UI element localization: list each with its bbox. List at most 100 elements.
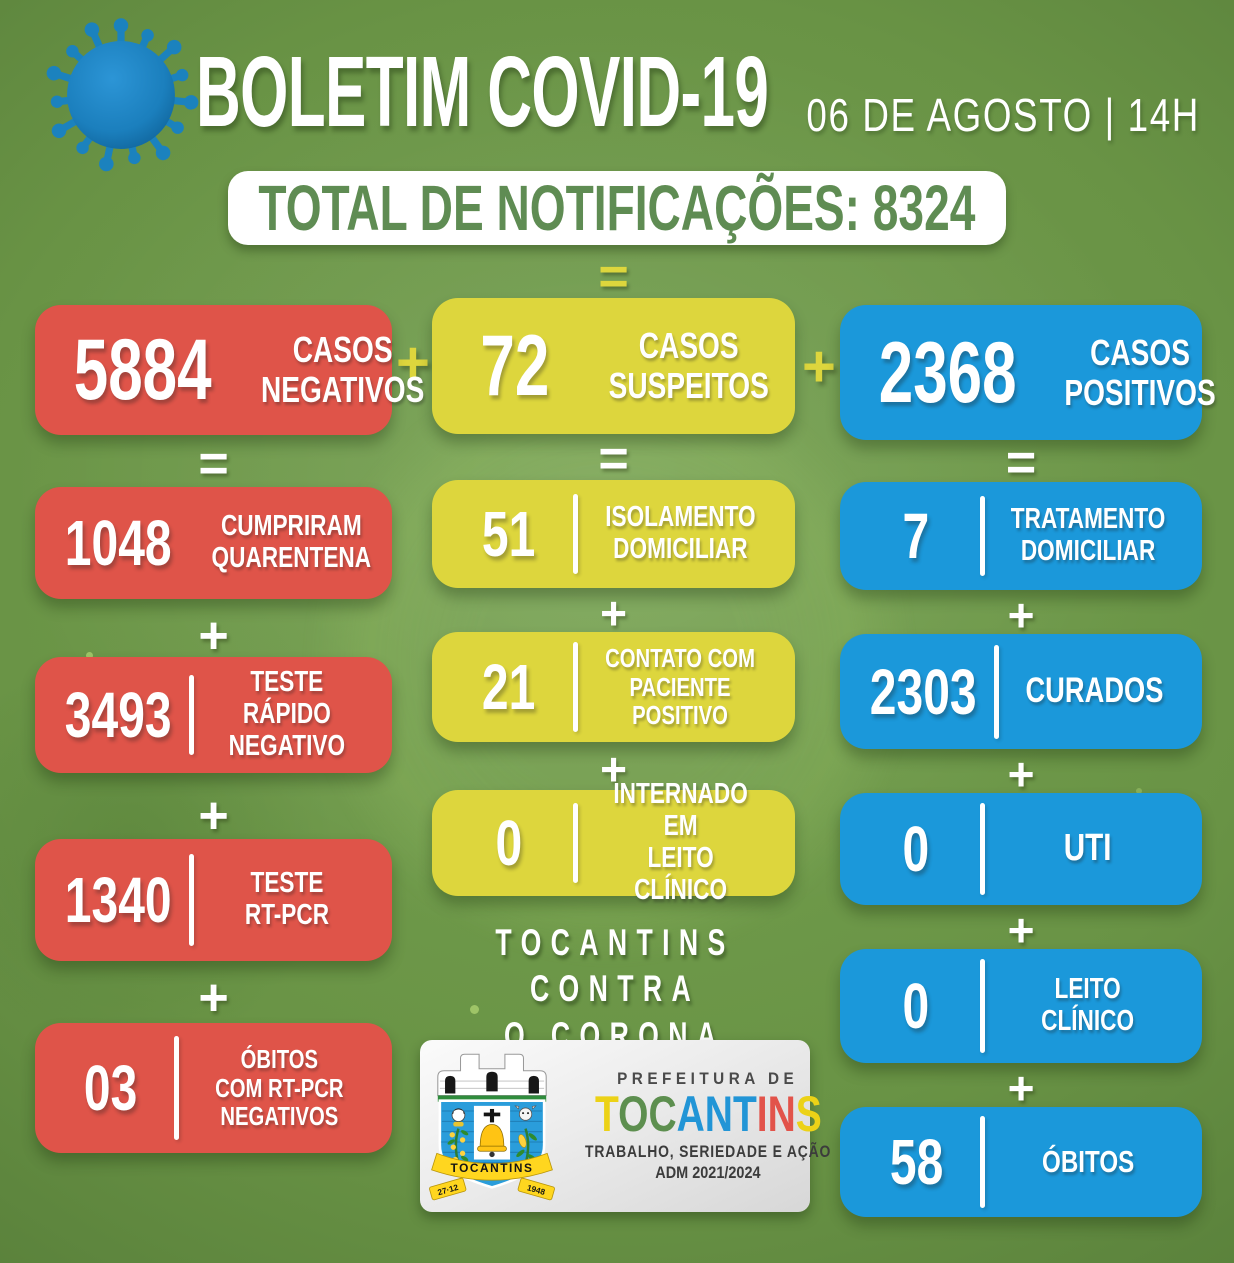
stat-box-teste-rapido-negativo: 3493 TESTE RÁPIDO NEGATIVO (35, 657, 392, 773)
total-label: TOTAL DE NOTIFICAÇÕES: (258, 172, 861, 244)
stat-value: 5884 (73, 322, 212, 418)
logo-letter: T (732, 1086, 757, 1142)
stat-box-obitos: 58 ÓBITOS (840, 1107, 1202, 1217)
logo-letter: C (648, 1086, 677, 1142)
background-dot (86, 652, 93, 659)
stat-label: UTI (1063, 827, 1112, 870)
stat-value: 21 (481, 651, 536, 723)
stat-box-internado-leito-clinico: 0 INTERNADO EM LEITO CLÍNICO (432, 778, 795, 906)
stat-box-contato-paciente-positivo: 21 CONTATO COM PACIENTE POSITIVO (432, 632, 795, 742)
logo-letter: A (676, 1086, 705, 1142)
stat-label: ISOLAMENTO DOMICILIAR (605, 501, 756, 565)
logo-text-block: PREFEITURA DE TOCANTINS TRABALHO, SERIED… (558, 1069, 868, 1183)
equals-operator: = (198, 435, 229, 493)
stat-value: 0 (495, 807, 522, 879)
stat-label: TRATAMENTO DOMICILIAR (1010, 503, 1165, 567)
stat-box-uti: 0 UTI (840, 793, 1202, 905)
stat-box-leito-clinico: 0 LEITO CLÍNICO (840, 949, 1202, 1063)
logo-pretitle: PREFEITURA DE (617, 1069, 799, 1088)
logo-letter: T (594, 1086, 618, 1142)
logo-tagline: TRABALHO, SERIEDADE E AÇÃO (585, 1142, 832, 1161)
total-value: 8324 (872, 172, 976, 244)
stat-divider (189, 675, 195, 755)
stat-box-curados: 2303 CURADOS (840, 634, 1202, 749)
stat-divider (994, 644, 1000, 739)
stat-box-tratamento-domiciliar: 7 TRATAMENTO DOMICILIAR (840, 482, 1202, 590)
stat-value: 0 (902, 970, 930, 1042)
stat-label: CURADOS (1025, 671, 1164, 711)
stat-label: CASOS NEGATIVOS (261, 329, 425, 410)
plus-operator: + (198, 607, 229, 665)
positive-cases-column: 2368 CASOS POSITIVOS = 7 TRATAMENTO DOMI… (840, 305, 1216, 1217)
stat-box-isolamento-domiciliar: 51 ISOLAMENTO DOMICILIAR (432, 480, 795, 588)
logo-adm: ADM 2021/2024 (655, 1163, 761, 1182)
stat-label: CASOS POSITIVOS (1064, 331, 1217, 413)
stat-value: 3493 (64, 679, 172, 751)
stat-box-casos-positivos: 2368 CASOS POSITIVOS (840, 305, 1216, 440)
stat-value: 7 (902, 500, 930, 572)
background-dot (1136, 788, 1142, 794)
stat-value: 2368 (878, 324, 1017, 421)
plus-operator: + (396, 330, 430, 395)
stat-value: 2303 (869, 655, 977, 728)
stat-divider (980, 1116, 986, 1208)
plus-operator: + (198, 969, 229, 1027)
stat-value: 03 (83, 1052, 137, 1124)
stat-divider (980, 496, 986, 576)
equals-operator: = (598, 248, 629, 306)
stat-divider (572, 494, 578, 574)
stat-value: 0 (902, 813, 930, 885)
tocantins-crest-icon: TOCANTINS 27·12 1948 (429, 1053, 555, 1201)
negative-cases-column: 5884 CASOS NEGATIVOS = 1048 CUMPRIRAM QU… (35, 305, 425, 1153)
equals-operator: = (598, 430, 629, 488)
logo-letter: I (756, 1086, 768, 1142)
slogan-line-1: TOCANTINS CONTRA (495, 922, 735, 1010)
stat-box-cumpriram-quarentena: 1048 CUMPRIRAM QUARENTENA (35, 487, 392, 599)
stat-label: TESTE RÁPIDO NEGATIVO (228, 666, 346, 762)
stat-box-casos-suspeitos: 72 CASOS SUSPEITOS (432, 298, 795, 434)
virus-icon (46, 18, 199, 172)
crest-ribbon-text: TOCANTINS (451, 1161, 534, 1175)
stat-divider (173, 1036, 179, 1140)
stat-label: TESTE RT-PCR (245, 867, 330, 931)
stat-value: 51 (481, 498, 536, 570)
stat-box-casos-negativos: 5884 CASOS NEGATIVOS (35, 305, 425, 435)
plus-operator: + (1007, 589, 1035, 641)
total-notifications-pill: TOTAL DE NOTIFICAÇÕES: 8324 (228, 171, 1006, 245)
equals-operator: = (1005, 434, 1037, 492)
logo-letter: O (617, 1086, 649, 1142)
plus-operator: + (600, 743, 627, 795)
city-hall-logo: TOCANTINS 27·12 1948 PREFEITURA DE TOCAN… (420, 1040, 830, 1212)
logo-city-name: TOCANTINS (558, 1089, 858, 1140)
stat-value: 1340 (64, 864, 172, 936)
stat-label: ÓBITOS COM RT-PCR NEGATIVOS (215, 1044, 344, 1132)
plus-operator: + (1007, 904, 1035, 956)
suspected-cases-column: = 72 CASOS SUSPEITOS = 51 ISOLAMENTO DOM… (432, 248, 795, 906)
stat-divider (189, 854, 195, 946)
stat-box-teste-rtpcr: 1340 TESTE RT-PCR (35, 839, 392, 961)
stat-divider (572, 642, 578, 732)
stat-divider (980, 803, 986, 895)
total-notifications-text: TOTAL DE NOTIFICAÇÕES: 8324 (119, 176, 1115, 240)
plus-operator: + (1007, 1062, 1035, 1114)
campaign-slogan: TOCANTINS CONTRA O CORONA (400, 920, 830, 1059)
stat-label: ÓBITOS (1041, 1143, 1134, 1179)
logo-letter: N (767, 1086, 796, 1142)
stat-label: CUMPRIRAM QUARENTENA (211, 510, 372, 574)
plus-operator: + (198, 787, 229, 845)
plus-operator: + (600, 587, 627, 639)
logo-letter: S (795, 1086, 822, 1142)
stat-value: 72 (480, 318, 550, 414)
background-dot (470, 1005, 479, 1014)
stat-box-obitos-rtpcr-negativos: 03 ÓBITOS COM RT-PCR NEGATIVOS (35, 1023, 392, 1153)
plus-operator: + (802, 334, 836, 399)
stat-label: CONTATO COM PACIENTE POSITIVO (605, 643, 756, 731)
page-title: BOLETIM COVID-19 (196, 36, 769, 148)
stat-label: LEITO CLÍNICO (1041, 973, 1135, 1037)
stat-divider (980, 959, 986, 1053)
stat-label: CASOS SUSPEITOS (608, 325, 770, 406)
stat-label: INTERNADO EM LEITO CLÍNICO (613, 778, 748, 906)
logo-letter: N (704, 1086, 733, 1142)
plus-operator: + (1007, 748, 1035, 800)
